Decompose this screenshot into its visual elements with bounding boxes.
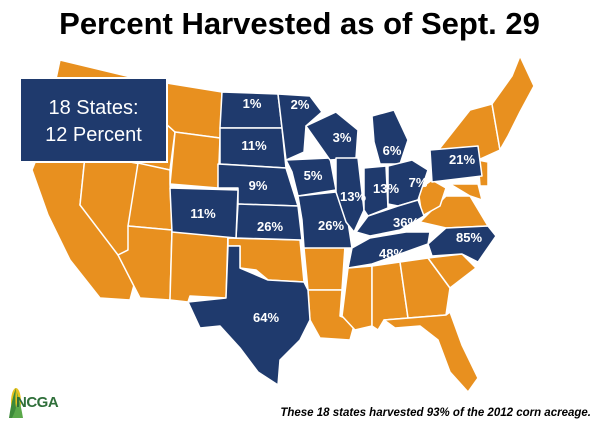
label-pa: 21%: [449, 152, 475, 167]
label-nd: 1%: [243, 96, 262, 111]
summary-line-1: 18 States:: [48, 97, 139, 119]
label-wi: 3%: [333, 130, 352, 145]
label-mo: 26%: [318, 218, 344, 233]
corn-icon: [9, 388, 23, 418]
state-fl: [383, 311, 479, 393]
state-il: [335, 157, 365, 233]
summary-box: 18 States: 12 Percent: [19, 77, 168, 163]
label-tn: 48%: [379, 246, 405, 261]
label-mn: 2%: [291, 97, 310, 112]
label-sd: 11%: [241, 138, 267, 153]
state-new-england: [491, 55, 535, 151]
state-co: [169, 187, 239, 239]
state-pa: [429, 145, 483, 183]
state-nm: [169, 229, 229, 303]
state-ga: [399, 257, 451, 319]
page-title: Percent Harvested as of Sept. 29: [59, 6, 540, 41]
summary-line-2: 12 Percent: [45, 124, 142, 146]
state-ia: [285, 157, 337, 197]
label-nc: 85%: [456, 230, 482, 245]
label-tx: 64%: [253, 310, 279, 325]
label-il: 13%: [340, 189, 366, 204]
footnote: These 18 states harvested 93% of the 201…: [280, 407, 591, 419]
state-mn: [277, 93, 323, 161]
label-co: 11%: [190, 206, 216, 221]
state-nc: [427, 225, 497, 263]
label-oh: 7%: [409, 175, 428, 190]
logo-text: NCGA: [16, 394, 59, 411]
state-md: [449, 183, 483, 201]
label-in: 13%: [373, 181, 399, 196]
label-ne: 9%: [249, 178, 268, 193]
label-ia: 5%: [304, 168, 323, 183]
state-la: [307, 289, 356, 341]
state-wi: [305, 111, 359, 161]
state-wy: [169, 131, 221, 189]
state-ar: [303, 245, 346, 291]
state-ms: [341, 265, 373, 331]
label-ks: 26%: [257, 219, 283, 234]
state-tn: [347, 231, 431, 269]
label-mi: 6%: [383, 143, 402, 158]
ncga-logo: [6, 380, 76, 422]
state-tx: [187, 245, 311, 386]
state-ky: [355, 199, 425, 237]
label-ky: 36%: [393, 215, 419, 230]
